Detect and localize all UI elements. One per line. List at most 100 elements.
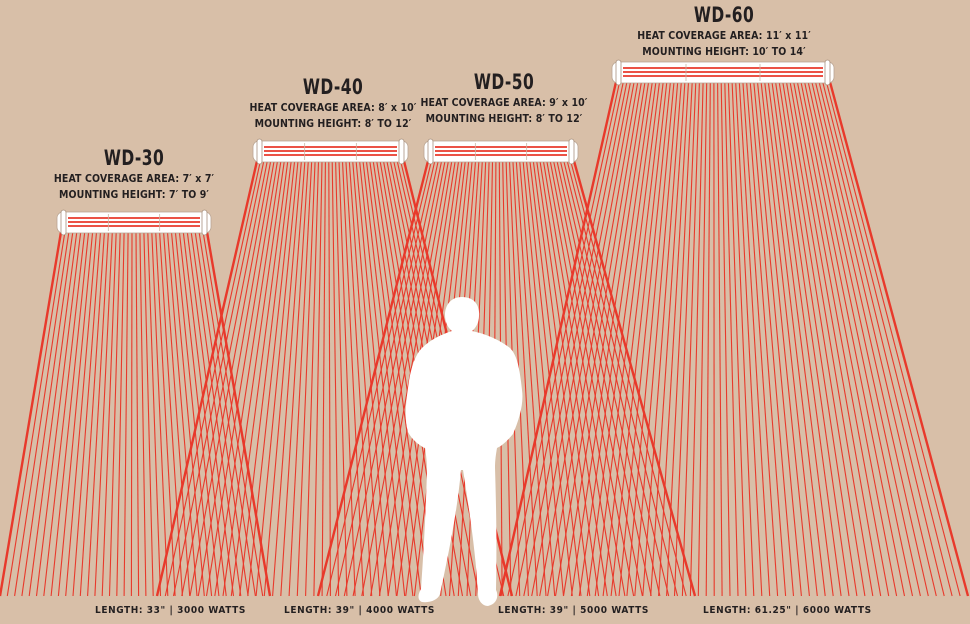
- heat-ray: [727, 81, 747, 597]
- heat-ray: [355, 160, 397, 597]
- heat-ray: [79, 231, 105, 597]
- heat-ray: [94, 231, 113, 597]
- heat-ray: [50, 231, 90, 597]
- heat-ray: [626, 81, 675, 597]
- heat-ray: [361, 160, 446, 597]
- heat-ray: [749, 81, 795, 597]
- heat-ray: [186, 231, 235, 597]
- heat-ray: [164, 160, 261, 597]
- heater-units: [56, 59, 835, 236]
- heat-ray: [116, 231, 125, 597]
- wd40-mounting: MOUNTING HEIGHT: 8′ TO 12′: [254, 118, 412, 130]
- heat-ray: [570, 81, 650, 597]
- heat-ray: [807, 81, 921, 597]
- heat-ray: [547, 81, 639, 597]
- wd60-label: WD-60 HEAT COVERAGE AREA: 11′ x 11′ MOUN…: [594, 2, 854, 60]
- wd40-coverage: HEAT COVERAGE AREA: 8′ x 10′: [249, 102, 417, 114]
- heat-ray: [181, 160, 268, 597]
- heat-ray: [610, 81, 668, 597]
- wd60-model: WD-60: [693, 3, 755, 27]
- wd60-heater: [611, 59, 835, 86]
- heat-ray: [764, 81, 826, 597]
- heat-ray: [705, 81, 711, 597]
- wd40-model: WD-40: [302, 75, 364, 99]
- wd50-length: LENGTH: 39" | 5000 WATTS: [498, 605, 649, 616]
- heat-ray: [756, 81, 810, 597]
- heat-ray: [658, 81, 690, 597]
- heat-ray: [724, 81, 739, 597]
- heat-ray: [316, 160, 430, 597]
- wd60-coverage: HEAT COVERAGE AREA: 11′ x 11′: [637, 30, 811, 42]
- heat-ray: [0, 231, 63, 597]
- wd30-mounting: MOUNTING HEIGHT: 7′ TO 9′: [58, 189, 210, 201]
- heat-ray: [296, 160, 316, 597]
- heat-ray: [742, 81, 779, 597]
- heat-ray: [365, 160, 422, 597]
- heat-ray: [650, 81, 686, 597]
- heat-ray: [760, 81, 818, 597]
- heat-ray: [673, 81, 697, 597]
- heat-ray: [21, 231, 74, 597]
- heat-ray: [65, 231, 98, 597]
- heat-ray: [139, 231, 147, 597]
- wd50-coverage: HEAT COVERAGE AREA: 9′ x 10′: [420, 97, 588, 109]
- heat-ray: [515, 81, 624, 597]
- heat-ray: [147, 231, 162, 597]
- heat-ray: [28, 231, 78, 597]
- heat-ray: [554, 81, 642, 597]
- wd30-label: WD-30 HEAT COVERAGE AREA: 7′ x 7′ MOUNTI…: [4, 145, 264, 203]
- heat-ray: [202, 231, 264, 597]
- heat-ray: [519, 160, 556, 597]
- heat-ray: [814, 81, 937, 597]
- heat-ray: [822, 81, 953, 597]
- heat-ray: [189, 160, 272, 597]
- heat-ray: [666, 81, 693, 597]
- heat-ray: [14, 231, 70, 597]
- heater-end-cap: [615, 59, 622, 86]
- heat-ray: [522, 160, 565, 597]
- wd60-mounting: MOUNTING HEIGHT: 10′ TO 14′: [642, 46, 806, 58]
- heat-ray: [214, 160, 282, 597]
- heat-ray: [151, 231, 169, 597]
- wd40-label: WD-40 HEAT COVERAGE AREA: 8′ x 10′ MOUNT…: [203, 74, 463, 132]
- heat-ray: [804, 81, 914, 597]
- heat-ray: [334, 160, 436, 597]
- wd30-rays: [0, 231, 272, 597]
- heat-ray: [578, 81, 653, 597]
- wd30-heater: [56, 209, 212, 236]
- wd50-label: WD-50 HEAT COVERAGE AREA: 9′ x 10′ MOUNT…: [374, 69, 634, 127]
- heat-ray: [43, 231, 86, 597]
- heat-ray: [163, 231, 191, 597]
- heat-ray: [335, 160, 348, 597]
- heat-ray: [170, 231, 205, 597]
- heat-ray: [348, 160, 381, 597]
- heat-ray: [512, 160, 538, 597]
- heat-ray: [280, 160, 309, 597]
- heat-ray: [738, 81, 771, 597]
- heat-ray: [57, 231, 94, 597]
- heat-ray: [166, 231, 198, 597]
- heat-ray: [717, 81, 723, 597]
- heat-ray: [197, 160, 275, 597]
- heat-ray: [313, 160, 323, 597]
- heater-end-cap: [60, 209, 67, 236]
- wd40-heater: [252, 138, 409, 165]
- heat-ray: [159, 231, 183, 597]
- heat-ray: [753, 81, 802, 597]
- heat-ray: [811, 81, 929, 597]
- heat-ray: [263, 160, 302, 597]
- heat-ray: [771, 81, 842, 597]
- heat-ray: [789, 81, 882, 597]
- heat-ray: [172, 160, 265, 597]
- heat-ray: [272, 160, 306, 597]
- heat-ray: [731, 81, 755, 597]
- heat-ray: [720, 81, 731, 597]
- heat-ray: [194, 231, 249, 597]
- heat-ray: [828, 81, 970, 597]
- heat-ray: [775, 81, 850, 597]
- heat-ray: [6, 231, 66, 597]
- heat-ray: [205, 231, 272, 597]
- heat-ray: [239, 160, 292, 597]
- heat-ray: [35, 231, 82, 597]
